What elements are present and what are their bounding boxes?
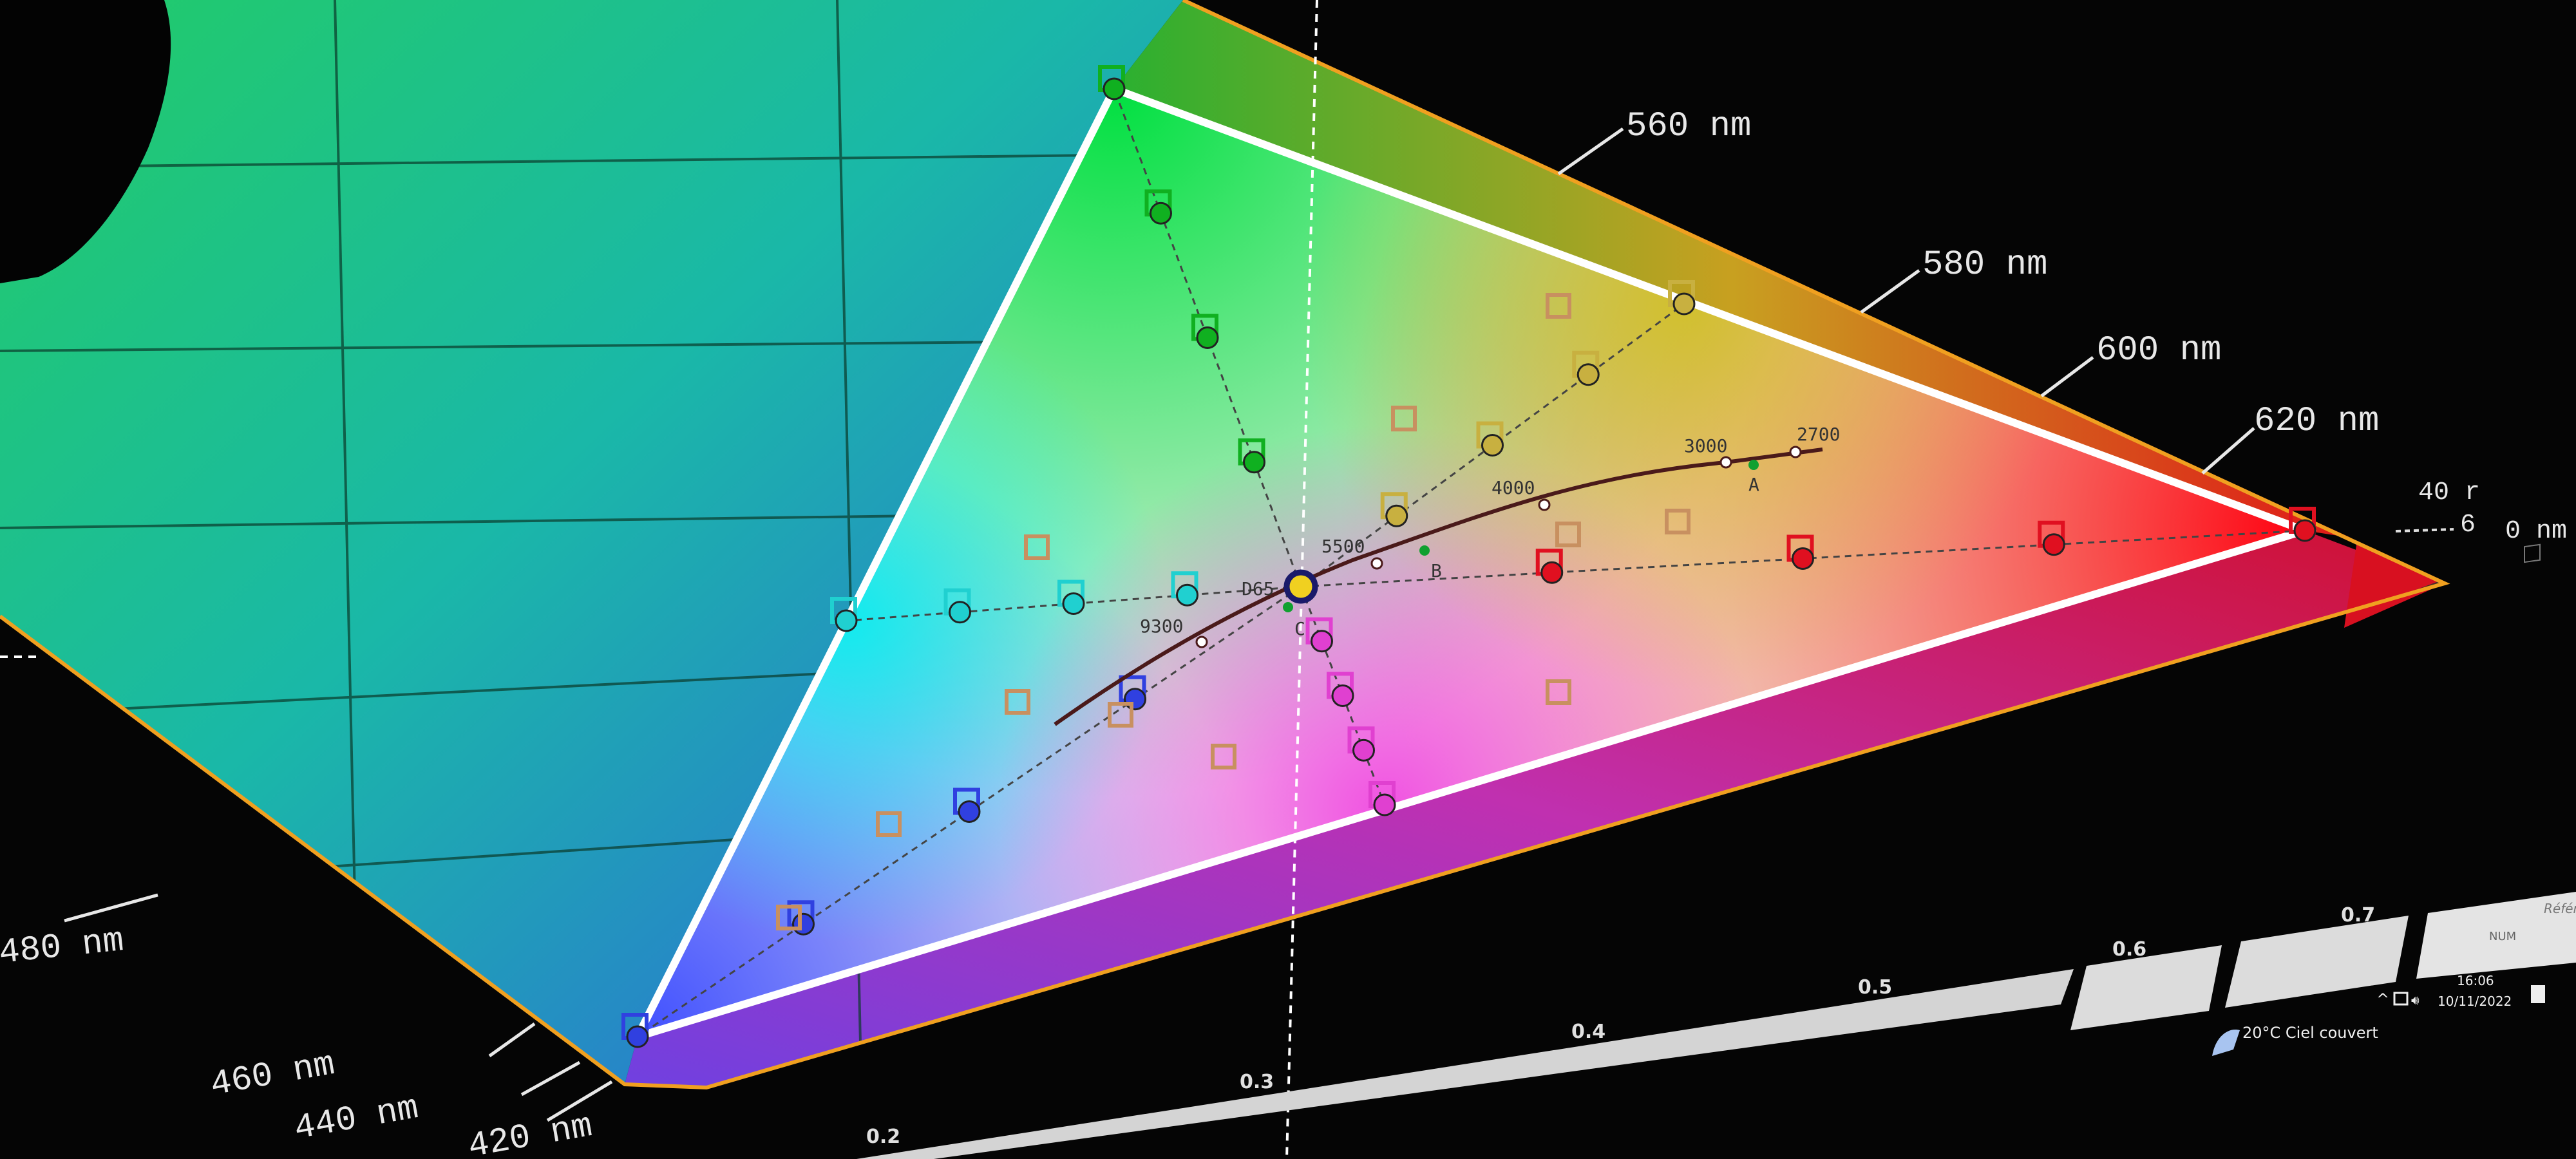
target-marker-extra — [1546, 679, 1571, 705]
wavelength-label-640: 40 r — [2418, 478, 2480, 507]
cct-point — [1370, 557, 1383, 570]
weather-text: 20°C Ciel couvert — [2242, 1024, 2378, 1042]
x-tick-0.6: 0.6 — [2112, 938, 2146, 961]
target-marker-extra — [1555, 522, 1581, 547]
target-marker-extra — [876, 811, 902, 837]
target-marker-extra — [1391, 406, 1417, 431]
measured-marker-blue-4 — [626, 1025, 649, 1048]
wavelength-label-440: 440 nm — [291, 1089, 421, 1149]
wavelength-label-6: 6 — [2460, 511, 2476, 540]
measured-marker-cyan-2 — [1062, 592, 1085, 615]
measured-marker-blue-3 — [792, 912, 815, 936]
photo-silhouette — [0, 0, 171, 283]
weather-widget[interactable]: 20°C Ciel couvert — [2212, 1024, 2378, 1056]
status-panels — [857, 543, 2576, 1159]
wavelength-label-480: 480 nm — [0, 921, 126, 974]
measured-marker-cyan-3 — [949, 601, 971, 624]
cct-label-5500: 5500 — [1321, 536, 1365, 557]
target-marker-extra — [1665, 509, 1690, 534]
measured-marker-green-4 — [1103, 77, 1126, 100]
saturation-line-blue — [637, 585, 1302, 1038]
cct-point — [1789, 446, 1802, 458]
target-marker-extra — [1546, 293, 1571, 319]
illuminant-b-label: B — [1431, 560, 1442, 581]
weather-cloud-icon — [2212, 1030, 2240, 1056]
spectral-locus — [0, 0, 2450, 1090]
wavelength-label-nm: 0 nm — [2505, 517, 2567, 546]
volume-icon[interactable]: 🔊︎ — [2411, 992, 2420, 1008]
measured-marker-yellow-2 — [1481, 434, 1504, 457]
measured-marker-red-4 — [2293, 519, 2316, 542]
wavelength-label-460: 460 nm — [207, 1045, 337, 1106]
illuminant-c-label: C — [1294, 618, 1305, 639]
measured-marker-magenta-2 — [1331, 684, 1354, 707]
target-marker-extra — [1211, 744, 1236, 769]
measured-marker-cyan-4 — [835, 609, 858, 632]
white-point-marker — [1283, 569, 1318, 604]
cct-label-3000: 3000 — [1684, 435, 1727, 457]
cct-point — [1719, 456, 1732, 469]
illuminant-point — [1748, 460, 1759, 470]
measured-marker-green-2 — [1196, 326, 1219, 349]
measured-marker-magenta-1 — [1311, 630, 1333, 653]
x-tick-0.2: 0.2 — [866, 1126, 900, 1148]
cct-label-9300: 9300 — [1140, 616, 1183, 637]
measured-marker-yellow-1 — [1385, 504, 1408, 527]
measured-marker-red-1 — [1540, 561, 1564, 584]
target-marker-extra — [1108, 702, 1133, 728]
planckian-locus: 9300 5500 4000 3000 2700 D65 A B C — [1054, 424, 1840, 726]
measured-marker-magenta-3 — [1352, 739, 1375, 762]
x-tick-0.3: 0.3 — [1240, 1071, 1274, 1093]
measured-marker-red-2 — [1792, 547, 1814, 570]
measured-marker-red-3 — [2042, 533, 2065, 556]
measured-marker-blue-1 — [1124, 688, 1146, 711]
x-tick-0.4: 0.4 — [1571, 1021, 1605, 1043]
saturation-line-cyan — [846, 585, 1302, 622]
cct-label-2700: 2700 — [1797, 424, 1840, 445]
clock-date[interactable]: 10/11/2022 — [2438, 994, 2512, 1009]
measured-marker-green-1 — [1243, 451, 1265, 474]
x-tick-0.5: 0.5 — [1858, 976, 1892, 999]
locus-outline — [0, 0, 2450, 1090]
grid-tick — [2395, 528, 2454, 532]
illuminant-a-label: A — [1748, 474, 1759, 495]
measured-marker-yellow-4 — [1672, 292, 1696, 316]
wavelength-label-600: 600 nm — [2096, 331, 2221, 370]
measured-marker-magenta-4 — [1373, 793, 1396, 816]
tray-chevron-icon[interactable]: ^ — [2376, 990, 2389, 1008]
grid-line-0.3 — [1285, 0, 1318, 1159]
clock-time[interactable]: 16:06 — [2457, 973, 2494, 988]
x-tick-0.7: 0.7 — [2341, 904, 2375, 927]
target-marker-extra — [1005, 689, 1030, 715]
saturation-line-green — [1113, 88, 1302, 587]
notification-icon[interactable] — [2531, 985, 2545, 1003]
illuminant-d65-label: D65 — [1242, 578, 1274, 599]
measured-marker-blue-2 — [958, 800, 981, 823]
cct-label-4000: 4000 — [1492, 477, 1535, 498]
measured-marker-green-3 — [1150, 202, 1172, 225]
measured-marker-cyan-1 — [1176, 583, 1198, 607]
cct-point — [1195, 636, 1208, 648]
wavelength-label-580: 580 nm — [1922, 245, 2047, 285]
network-icon[interactable] — [2393, 992, 2409, 1006]
wavelength-label-620: 620 nm — [2254, 402, 2379, 441]
wavelength-label-560: 560 nm — [1626, 107, 1751, 146]
num-lock-indicator: NUM — [2489, 930, 2516, 943]
target-marker-extra — [1024, 534, 1050, 560]
reference-checkbox-label[interactable]: Référen — [2544, 901, 2576, 916]
illuminant-point — [1419, 545, 1430, 556]
wavelength-leaders — [64, 127, 2255, 1122]
target-marker-extra — [776, 905, 802, 930]
illuminant-point — [1283, 602, 1293, 612]
saturation-lines — [621, 65, 2316, 1048]
wavelength-label-420: 420 nm — [465, 1107, 595, 1159]
measured-marker-yellow-3 — [1577, 363, 1600, 386]
cct-point — [1538, 498, 1551, 511]
